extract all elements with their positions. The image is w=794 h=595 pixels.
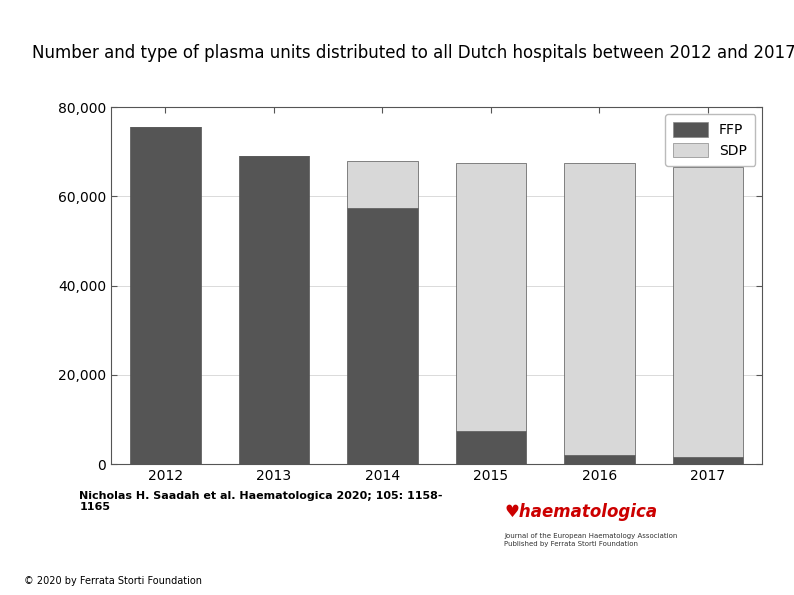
Bar: [456, 163, 526, 431]
Bar: [347, 208, 418, 464]
Text: Journal of the European Haematology Association
Published by Ferrata Storti Foun: Journal of the European Haematology Asso…: [504, 533, 677, 547]
Bar: [347, 161, 418, 208]
Legend: FFP, SDP: FFP, SDP: [665, 114, 755, 166]
Bar: [456, 431, 526, 464]
Bar: [130, 127, 201, 464]
Bar: [239, 156, 309, 464]
Text: ♥haematologica: ♥haematologica: [504, 503, 657, 521]
Text: Nicholas H. Saadah et al. Haematologica 2020; 105: 1158-
1165: Nicholas H. Saadah et al. Haematologica …: [79, 491, 443, 512]
Bar: [673, 458, 743, 464]
Bar: [565, 455, 634, 464]
Text: Number and type of plasma units distributed to all Dutch hospitals between 2012 : Number and type of plasma units distribu…: [32, 45, 794, 62]
Bar: [565, 163, 634, 455]
Bar: [673, 167, 743, 458]
Text: © 2020 by Ferrata Storti Foundation: © 2020 by Ferrata Storti Foundation: [24, 576, 202, 586]
